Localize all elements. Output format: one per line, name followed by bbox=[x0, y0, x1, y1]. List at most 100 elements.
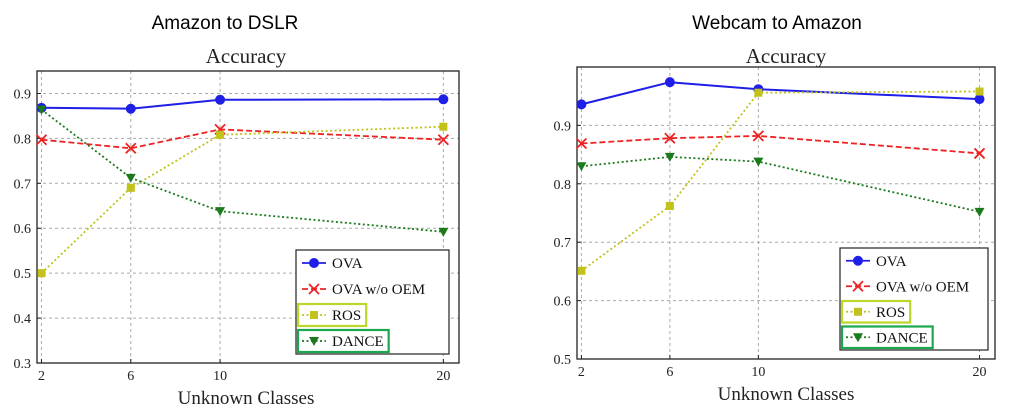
series-line-dance bbox=[40, 108, 444, 233]
data-point-ova-w-o-oem bbox=[437, 134, 450, 146]
legend-marker bbox=[309, 258, 319, 268]
panel-heading: Webcam to Amazon bbox=[692, 13, 862, 34]
y-tick-label: 0.5 bbox=[554, 353, 572, 368]
legend-item-ova: OVA bbox=[302, 256, 363, 272]
legend-item-dance: DANCE bbox=[296, 328, 390, 354]
series-ros bbox=[577, 87, 984, 275]
data-point-ova-w-o-oem bbox=[125, 142, 137, 154]
x-tick-label: 6 bbox=[127, 369, 134, 384]
plot-area-frame bbox=[576, 66, 996, 360]
series-line-dance bbox=[581, 155, 980, 213]
legend-item-dance: DANCE bbox=[840, 325, 934, 350]
x-tick-label: 10 bbox=[751, 365, 765, 380]
legend-label: OVA bbox=[332, 256, 363, 272]
data-point-ova bbox=[215, 94, 226, 105]
series-line-ova bbox=[41, 98, 444, 110]
series-ova-w-o-oem bbox=[575, 130, 986, 160]
x-axis-label: Unknown Classes bbox=[178, 388, 315, 409]
series-dance bbox=[576, 152, 985, 217]
legend-marker bbox=[852, 280, 864, 292]
legend-label: OVA bbox=[876, 254, 907, 270]
data-point-ros bbox=[754, 88, 763, 97]
data-point-ros bbox=[665, 201, 674, 210]
legend-marker bbox=[854, 307, 862, 316]
legend-label: ROS bbox=[876, 305, 905, 321]
y-tick-label: 0.7 bbox=[14, 177, 32, 192]
y-tick-label: 0.6 bbox=[554, 295, 572, 310]
data-point-ova bbox=[664, 77, 675, 88]
y-tick-label: 0.9 bbox=[554, 119, 572, 134]
data-point-ros bbox=[126, 183, 135, 192]
series-line-ros bbox=[580, 90, 980, 272]
y-tick-label: 0.6 bbox=[14, 222, 32, 237]
y-tick-label: 0.9 bbox=[14, 87, 32, 102]
plot-area-frame bbox=[36, 70, 460, 364]
series-ova-w-o-oem bbox=[35, 123, 450, 154]
x-tick-label: 10 bbox=[213, 369, 227, 384]
x-tick-label: 2 bbox=[38, 369, 45, 384]
y-tick-label: 0.8 bbox=[14, 132, 32, 147]
series-dance bbox=[36, 105, 449, 237]
y-tick-label: 0.5 bbox=[14, 267, 32, 282]
y-tick-label: 0.3 bbox=[14, 357, 32, 372]
data-point-ova-w-o-oem bbox=[664, 132, 676, 144]
series-ova bbox=[36, 94, 449, 114]
data-point-ros bbox=[216, 130, 225, 139]
data-point-ros bbox=[37, 269, 46, 278]
data-point-ros bbox=[439, 122, 448, 131]
legend-item-ova: OVA bbox=[846, 254, 907, 270]
data-point-dance bbox=[974, 207, 985, 217]
data-point-dance bbox=[753, 157, 764, 167]
legend-marker bbox=[853, 255, 863, 266]
series-line-ova bbox=[581, 81, 980, 106]
data-point-ova bbox=[438, 94, 449, 105]
series-line-ova-w-o-oem bbox=[41, 128, 444, 150]
data-point-ros bbox=[975, 87, 984, 96]
data-point-ova bbox=[576, 99, 587, 110]
data-point-dance bbox=[664, 152, 675, 162]
legend-item-ova-w-o-oem: OVA w/o OEM bbox=[302, 282, 425, 298]
x-tick-label: 20 bbox=[973, 365, 987, 380]
data-point-dance bbox=[36, 105, 47, 115]
legend-label: OVA w/o OEM bbox=[876, 279, 969, 295]
legend-label: ROS bbox=[332, 308, 361, 324]
x-tick-label: 2 bbox=[578, 365, 585, 380]
y-tick-label: 0.8 bbox=[554, 178, 572, 193]
x-tick-label: 20 bbox=[436, 369, 450, 384]
data-point-ova bbox=[974, 94, 985, 105]
data-point-ova bbox=[125, 103, 136, 114]
legend: OVA OVA w/o OEM ROS DANCE bbox=[295, 249, 450, 355]
chart-panel-webcam-to-amazon: Webcam to Amazon Accuracy Unknown Classe… bbox=[554, 13, 996, 405]
data-point-ova-w-o-oem bbox=[35, 134, 48, 146]
y-tick-label: 0.7 bbox=[554, 236, 572, 251]
series-line-ros bbox=[40, 125, 444, 274]
legend-highlight-box bbox=[296, 302, 368, 328]
chart-title: Accuracy bbox=[206, 44, 287, 68]
data-point-ova-w-o-oem bbox=[973, 147, 986, 160]
legend-label: OVA w/o OEM bbox=[332, 282, 425, 298]
legend: OVA OVA w/o OEM ROS DANCE bbox=[839, 247, 989, 351]
legend-item-ros: ROS bbox=[296, 302, 368, 328]
legend-label: DANCE bbox=[332, 334, 384, 350]
legend-item-ros: ROS bbox=[840, 299, 912, 324]
chart-panel-amazon-to-dslr: Amazon to DSLR Accuracy Unknown Classes … bbox=[14, 13, 460, 409]
legend-box bbox=[839, 247, 989, 351]
data-point-dance bbox=[215, 207, 226, 217]
data-point-dance bbox=[438, 227, 449, 237]
legend-marker bbox=[853, 333, 863, 343]
data-point-ova-w-o-oem bbox=[752, 130, 764, 142]
legend-marker bbox=[310, 311, 318, 319]
chart-title: Accuracy bbox=[746, 44, 827, 68]
legend-marker bbox=[309, 337, 319, 346]
legend-marker bbox=[308, 283, 320, 295]
legend-label: DANCE bbox=[876, 330, 928, 346]
data-point-dance bbox=[125, 173, 136, 183]
data-point-ova-w-o-oem bbox=[575, 137, 588, 150]
panel-heading: Amazon to DSLR bbox=[152, 13, 299, 34]
x-axis-label: Unknown Classes bbox=[718, 384, 855, 405]
legend-highlight-box bbox=[840, 299, 912, 324]
data-point-dance bbox=[576, 162, 587, 172]
legend-box bbox=[295, 249, 450, 355]
series-ros bbox=[37, 122, 448, 278]
